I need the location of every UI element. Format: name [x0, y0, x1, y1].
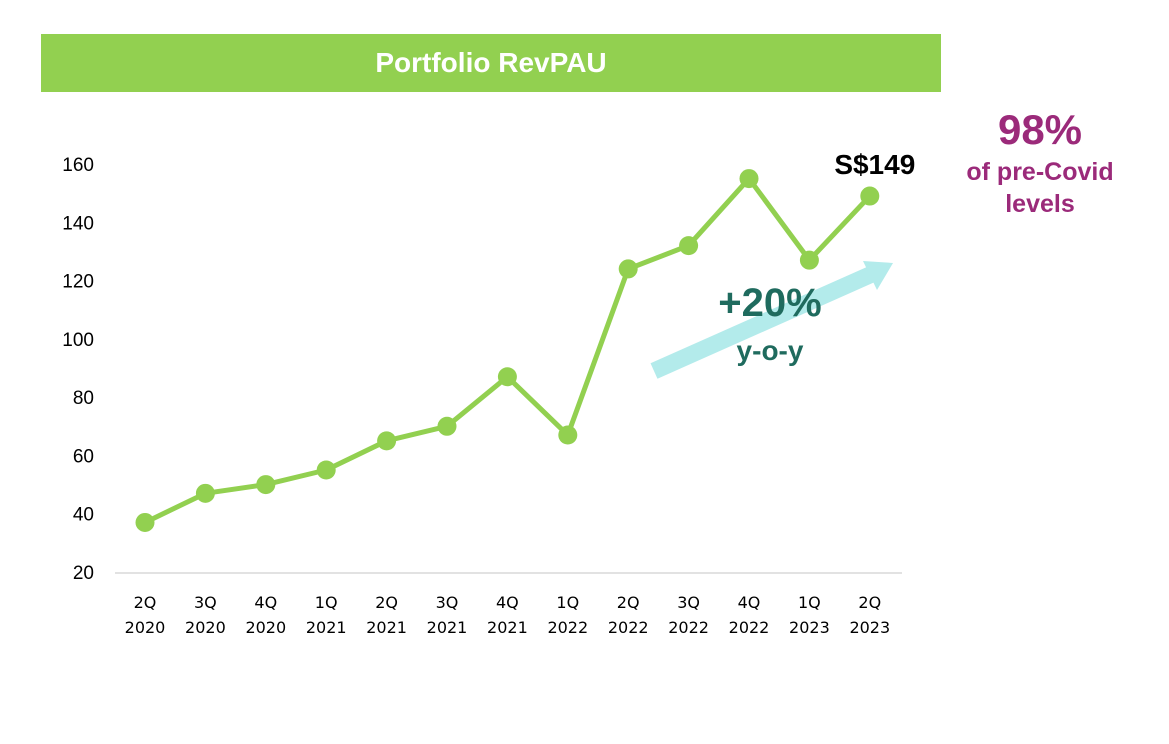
x-tick-year: 2023 [789, 618, 830, 637]
y-axis-ticks: 20 40 60 80 100 120 140 160 [62, 155, 94, 584]
data-point [256, 475, 276, 495]
x-tick-quarter: 2Q [375, 593, 398, 612]
y-tick-label: 100 [62, 330, 94, 351]
data-point [679, 236, 699, 256]
chart-title: Portfolio RevPAU [375, 47, 607, 78]
x-tick-year: 2020 [125, 618, 166, 637]
data-point [558, 425, 578, 445]
x-tick-year: 2022 [608, 618, 649, 637]
precovid-caption-line2: levels [1005, 190, 1075, 218]
x-tick-year: 2022 [547, 618, 588, 637]
x-tick-year: 2020 [245, 618, 286, 637]
x-tick-quarter: 1Q [798, 593, 821, 612]
x-tick-quarter: 1Q [556, 593, 579, 612]
x-tick-quarter: 3Q [194, 593, 217, 612]
yoy-percent-label: +20% [718, 281, 821, 325]
y-tick-label: 120 [62, 272, 94, 293]
yoy-sub-label: y-o-y [737, 335, 804, 366]
last-value-label: S$149 [834, 149, 915, 180]
x-tick-quarter: 3Q [436, 593, 459, 612]
x-tick-year: 2023 [849, 618, 890, 637]
chart-title-bar: Portfolio RevPAU [41, 34, 941, 92]
precovid-percent: 98% [997, 106, 1083, 153]
data-point [618, 259, 638, 279]
x-axis-ticks: 2Q 2020 3Q 2020 4Q 2020 1Q 2021 2Q 2021 3Q 2021 4Q 20… [125, 593, 891, 637]
y-tick-label: 60 [73, 446, 94, 467]
yoy-arrow-shaft [650, 266, 876, 379]
yoy-arrow-head [863, 261, 893, 290]
x-tick-quarter: 3Q [677, 593, 700, 612]
x-tick-year: 2022 [729, 618, 770, 637]
data-point [497, 367, 517, 387]
x-tick-quarter: 1Q [315, 593, 338, 612]
y-tick-label: 80 [73, 388, 94, 409]
data-point [860, 186, 880, 206]
x-tick-year: 2021 [306, 618, 347, 637]
y-tick-label: 160 [62, 155, 94, 176]
x-tick-year: 2021 [487, 618, 528, 637]
precovid-caption-line1: of pre-Covid [966, 158, 1114, 186]
x-tick-quarter: 4Q [496, 593, 519, 612]
x-tick-quarter: 2Q [617, 593, 640, 612]
x-tick-quarter: 4Q [738, 593, 761, 612]
x-tick-year: 2021 [427, 618, 468, 637]
data-point [195, 483, 215, 503]
x-tick-quarter: 2Q [134, 593, 157, 612]
data-point [437, 416, 457, 436]
data-point [135, 512, 155, 532]
x-tick-quarter: 4Q [254, 593, 277, 612]
data-point [799, 250, 819, 270]
data-point [739, 169, 759, 189]
x-tick-year: 2020 [185, 618, 226, 637]
precovid-caption: of pre-Covid levels [940, 156, 1140, 220]
y-tick-label: 40 [73, 505, 94, 526]
data-points [135, 169, 880, 532]
x-tick-year: 2022 [668, 618, 709, 637]
x-tick-quarter: 2Q [858, 593, 881, 612]
yoy-arrow-layer [650, 261, 893, 379]
y-tick-label: 20 [73, 563, 94, 584]
x-tick-year: 2021 [366, 618, 407, 637]
data-point [316, 460, 336, 480]
y-tick-label: 140 [62, 213, 94, 234]
data-point [377, 431, 397, 451]
